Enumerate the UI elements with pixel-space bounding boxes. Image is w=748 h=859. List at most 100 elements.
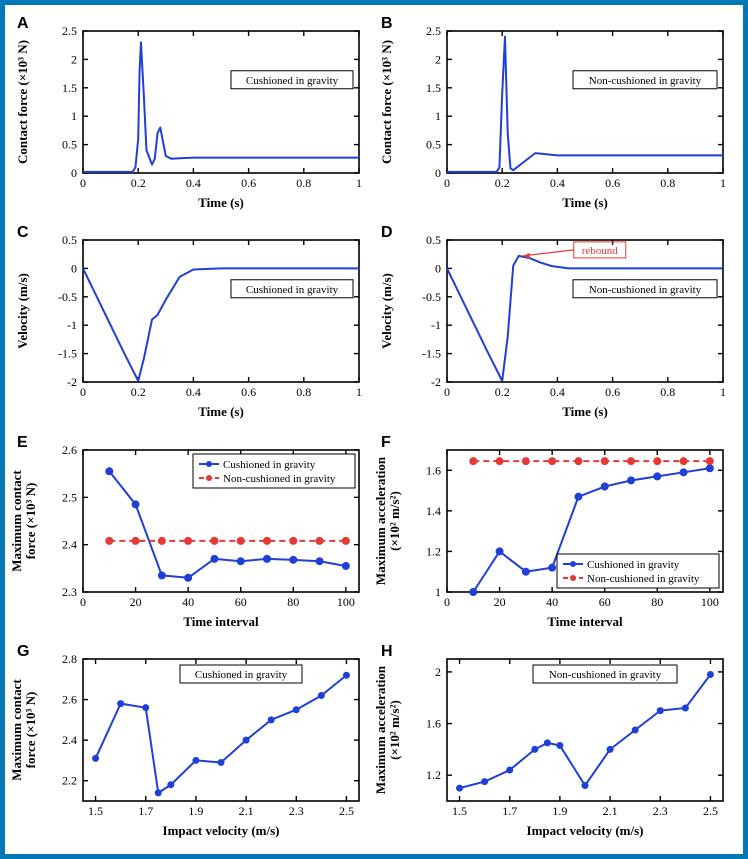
svg-text:0.2: 0.2 bbox=[495, 385, 510, 399]
svg-text:1.2: 1.2 bbox=[426, 544, 441, 558]
svg-text:2.4: 2.4 bbox=[62, 733, 77, 747]
svg-text:100: 100 bbox=[701, 595, 719, 609]
svg-text:20: 20 bbox=[130, 595, 142, 609]
svg-text:2.1: 2.1 bbox=[239, 804, 254, 818]
svg-text:force (×10³ N): force (×10³ N) bbox=[23, 691, 38, 768]
svg-text:1.5: 1.5 bbox=[452, 804, 467, 818]
panel-C: C00.20.40.60.81-2-1.5-1-0.500.5Time (s)V… bbox=[11, 222, 373, 427]
svg-text:0: 0 bbox=[80, 385, 86, 399]
svg-text:1.9: 1.9 bbox=[552, 804, 567, 818]
svg-text:0.4: 0.4 bbox=[186, 176, 201, 190]
svg-text:1.5: 1.5 bbox=[62, 81, 77, 95]
svg-text:2.5: 2.5 bbox=[62, 490, 77, 504]
svg-text:2.3: 2.3 bbox=[653, 804, 668, 818]
panel-letter: A bbox=[17, 15, 29, 33]
chart-H: 1.51.71.92.12.32.51.21.62Impact velocity… bbox=[375, 641, 735, 841]
svg-text:100: 100 bbox=[337, 595, 355, 609]
svg-text:0.6: 0.6 bbox=[241, 385, 256, 399]
svg-text:Cushioned in gravity: Cushioned in gravity bbox=[587, 559, 680, 571]
svg-text:1.2: 1.2 bbox=[426, 768, 441, 782]
svg-text:0: 0 bbox=[444, 176, 450, 190]
svg-text:2.6: 2.6 bbox=[62, 692, 77, 706]
svg-text:0.4: 0.4 bbox=[550, 176, 565, 190]
svg-text:1: 1 bbox=[435, 585, 441, 599]
svg-text:0.6: 0.6 bbox=[241, 176, 256, 190]
panel-H: H1.51.71.92.12.32.51.21.62Impact velocit… bbox=[375, 641, 737, 846]
svg-text:Cushioned in gravity: Cushioned in gravity bbox=[223, 459, 316, 471]
panel-letter: C bbox=[17, 224, 29, 242]
svg-text:1: 1 bbox=[720, 385, 726, 399]
svg-text:Time (s): Time (s) bbox=[562, 404, 608, 419]
svg-text:2.2: 2.2 bbox=[62, 773, 77, 787]
svg-text:Velocity (m/s): Velocity (m/s) bbox=[379, 273, 394, 349]
chart-F: 02040608010011.21.41.6Time intervalMaxim… bbox=[375, 432, 735, 632]
svg-text:(×10² m/s²): (×10² m/s²) bbox=[387, 491, 402, 551]
svg-text:20: 20 bbox=[494, 595, 506, 609]
svg-text:2.5: 2.5 bbox=[426, 24, 441, 38]
svg-text:Non-cushioned in gravity: Non-cushioned in gravity bbox=[589, 75, 702, 87]
svg-text:-1: -1 bbox=[67, 318, 77, 332]
chart-A: 00.20.40.60.8100.511.522.5Time (s)Contac… bbox=[11, 13, 371, 213]
svg-text:80: 80 bbox=[651, 595, 663, 609]
svg-text:0: 0 bbox=[444, 595, 450, 609]
svg-text:0.5: 0.5 bbox=[62, 233, 77, 247]
svg-text:-1.5: -1.5 bbox=[422, 347, 441, 361]
svg-text:-0.5: -0.5 bbox=[58, 290, 77, 304]
svg-text:Non-cushioned in gravity: Non-cushioned in gravity bbox=[223, 473, 336, 485]
svg-text:Impact velocity (m/s): Impact velocity (m/s) bbox=[527, 823, 644, 838]
svg-text:-1: -1 bbox=[431, 318, 441, 332]
svg-text:Contact force (×10³ N): Contact force (×10³ N) bbox=[15, 40, 30, 164]
svg-text:60: 60 bbox=[235, 595, 247, 609]
svg-text:0.4: 0.4 bbox=[550, 385, 565, 399]
svg-text:2.6: 2.6 bbox=[62, 443, 77, 457]
svg-text:0.8: 0.8 bbox=[296, 385, 311, 399]
svg-text:1: 1 bbox=[356, 176, 362, 190]
svg-text:60: 60 bbox=[599, 595, 611, 609]
svg-text:rebound: rebound bbox=[582, 245, 619, 257]
svg-text:1: 1 bbox=[356, 385, 362, 399]
svg-text:80: 80 bbox=[287, 595, 299, 609]
svg-text:1.9: 1.9 bbox=[188, 804, 203, 818]
panel-E: E0204060801002.32.42.52.6Time intervalMa… bbox=[11, 432, 373, 637]
svg-text:Cushioned in gravity: Cushioned in gravity bbox=[195, 669, 288, 681]
svg-text:Time interval: Time interval bbox=[183, 614, 259, 629]
svg-text:40: 40 bbox=[546, 595, 558, 609]
panel-D: D00.20.40.60.81-2-1.5-1-0.500.5Time (s)V… bbox=[375, 222, 737, 427]
svg-text:0.5: 0.5 bbox=[62, 138, 77, 152]
svg-text:0.2: 0.2 bbox=[495, 176, 510, 190]
svg-text:1.6: 1.6 bbox=[426, 463, 441, 477]
svg-text:Cushioned in gravity: Cushioned in gravity bbox=[246, 75, 339, 87]
figure-frame: A00.20.40.60.8100.511.522.5Time (s)Conta… bbox=[0, 0, 748, 859]
svg-text:2.4: 2.4 bbox=[62, 537, 77, 551]
svg-text:2: 2 bbox=[435, 52, 441, 66]
svg-text:0: 0 bbox=[80, 176, 86, 190]
chart-C: 00.20.40.60.81-2-1.5-1-0.500.5Time (s)Ve… bbox=[11, 222, 371, 422]
panel-A: A00.20.40.60.8100.511.522.5Time (s)Conta… bbox=[11, 13, 373, 218]
svg-text:2: 2 bbox=[71, 52, 77, 66]
svg-text:-2: -2 bbox=[67, 375, 77, 389]
svg-text:2.5: 2.5 bbox=[339, 804, 354, 818]
panel-B: B00.20.40.60.8100.511.522.5Time (s)Conta… bbox=[375, 13, 737, 218]
panel-letter: D bbox=[381, 224, 393, 242]
svg-text:Contact force (×10³ N): Contact force (×10³ N) bbox=[379, 40, 394, 164]
svg-text:Time (s): Time (s) bbox=[198, 404, 244, 419]
svg-text:0: 0 bbox=[444, 385, 450, 399]
svg-text:Time (s): Time (s) bbox=[198, 195, 244, 210]
svg-text:0.2: 0.2 bbox=[131, 176, 146, 190]
svg-text:0.8: 0.8 bbox=[660, 385, 675, 399]
svg-text:2.5: 2.5 bbox=[62, 24, 77, 38]
svg-text:0: 0 bbox=[71, 166, 77, 180]
svg-text:1.5: 1.5 bbox=[426, 81, 441, 95]
panel-letter: E bbox=[17, 434, 28, 452]
svg-text:2.5: 2.5 bbox=[703, 804, 718, 818]
svg-text:(×10² m/s²): (×10² m/s²) bbox=[387, 700, 402, 760]
svg-text:1.4: 1.4 bbox=[426, 503, 441, 517]
svg-text:Non-cushioned in gravity: Non-cushioned in gravity bbox=[589, 284, 702, 296]
svg-text:force (×10³ N): force (×10³ N) bbox=[23, 482, 38, 559]
svg-text:0.2: 0.2 bbox=[131, 385, 146, 399]
svg-text:0: 0 bbox=[435, 166, 441, 180]
svg-text:Time interval: Time interval bbox=[547, 614, 623, 629]
panel-letter: G bbox=[17, 643, 29, 661]
svg-text:1.7: 1.7 bbox=[138, 804, 153, 818]
svg-text:0.8: 0.8 bbox=[660, 176, 675, 190]
